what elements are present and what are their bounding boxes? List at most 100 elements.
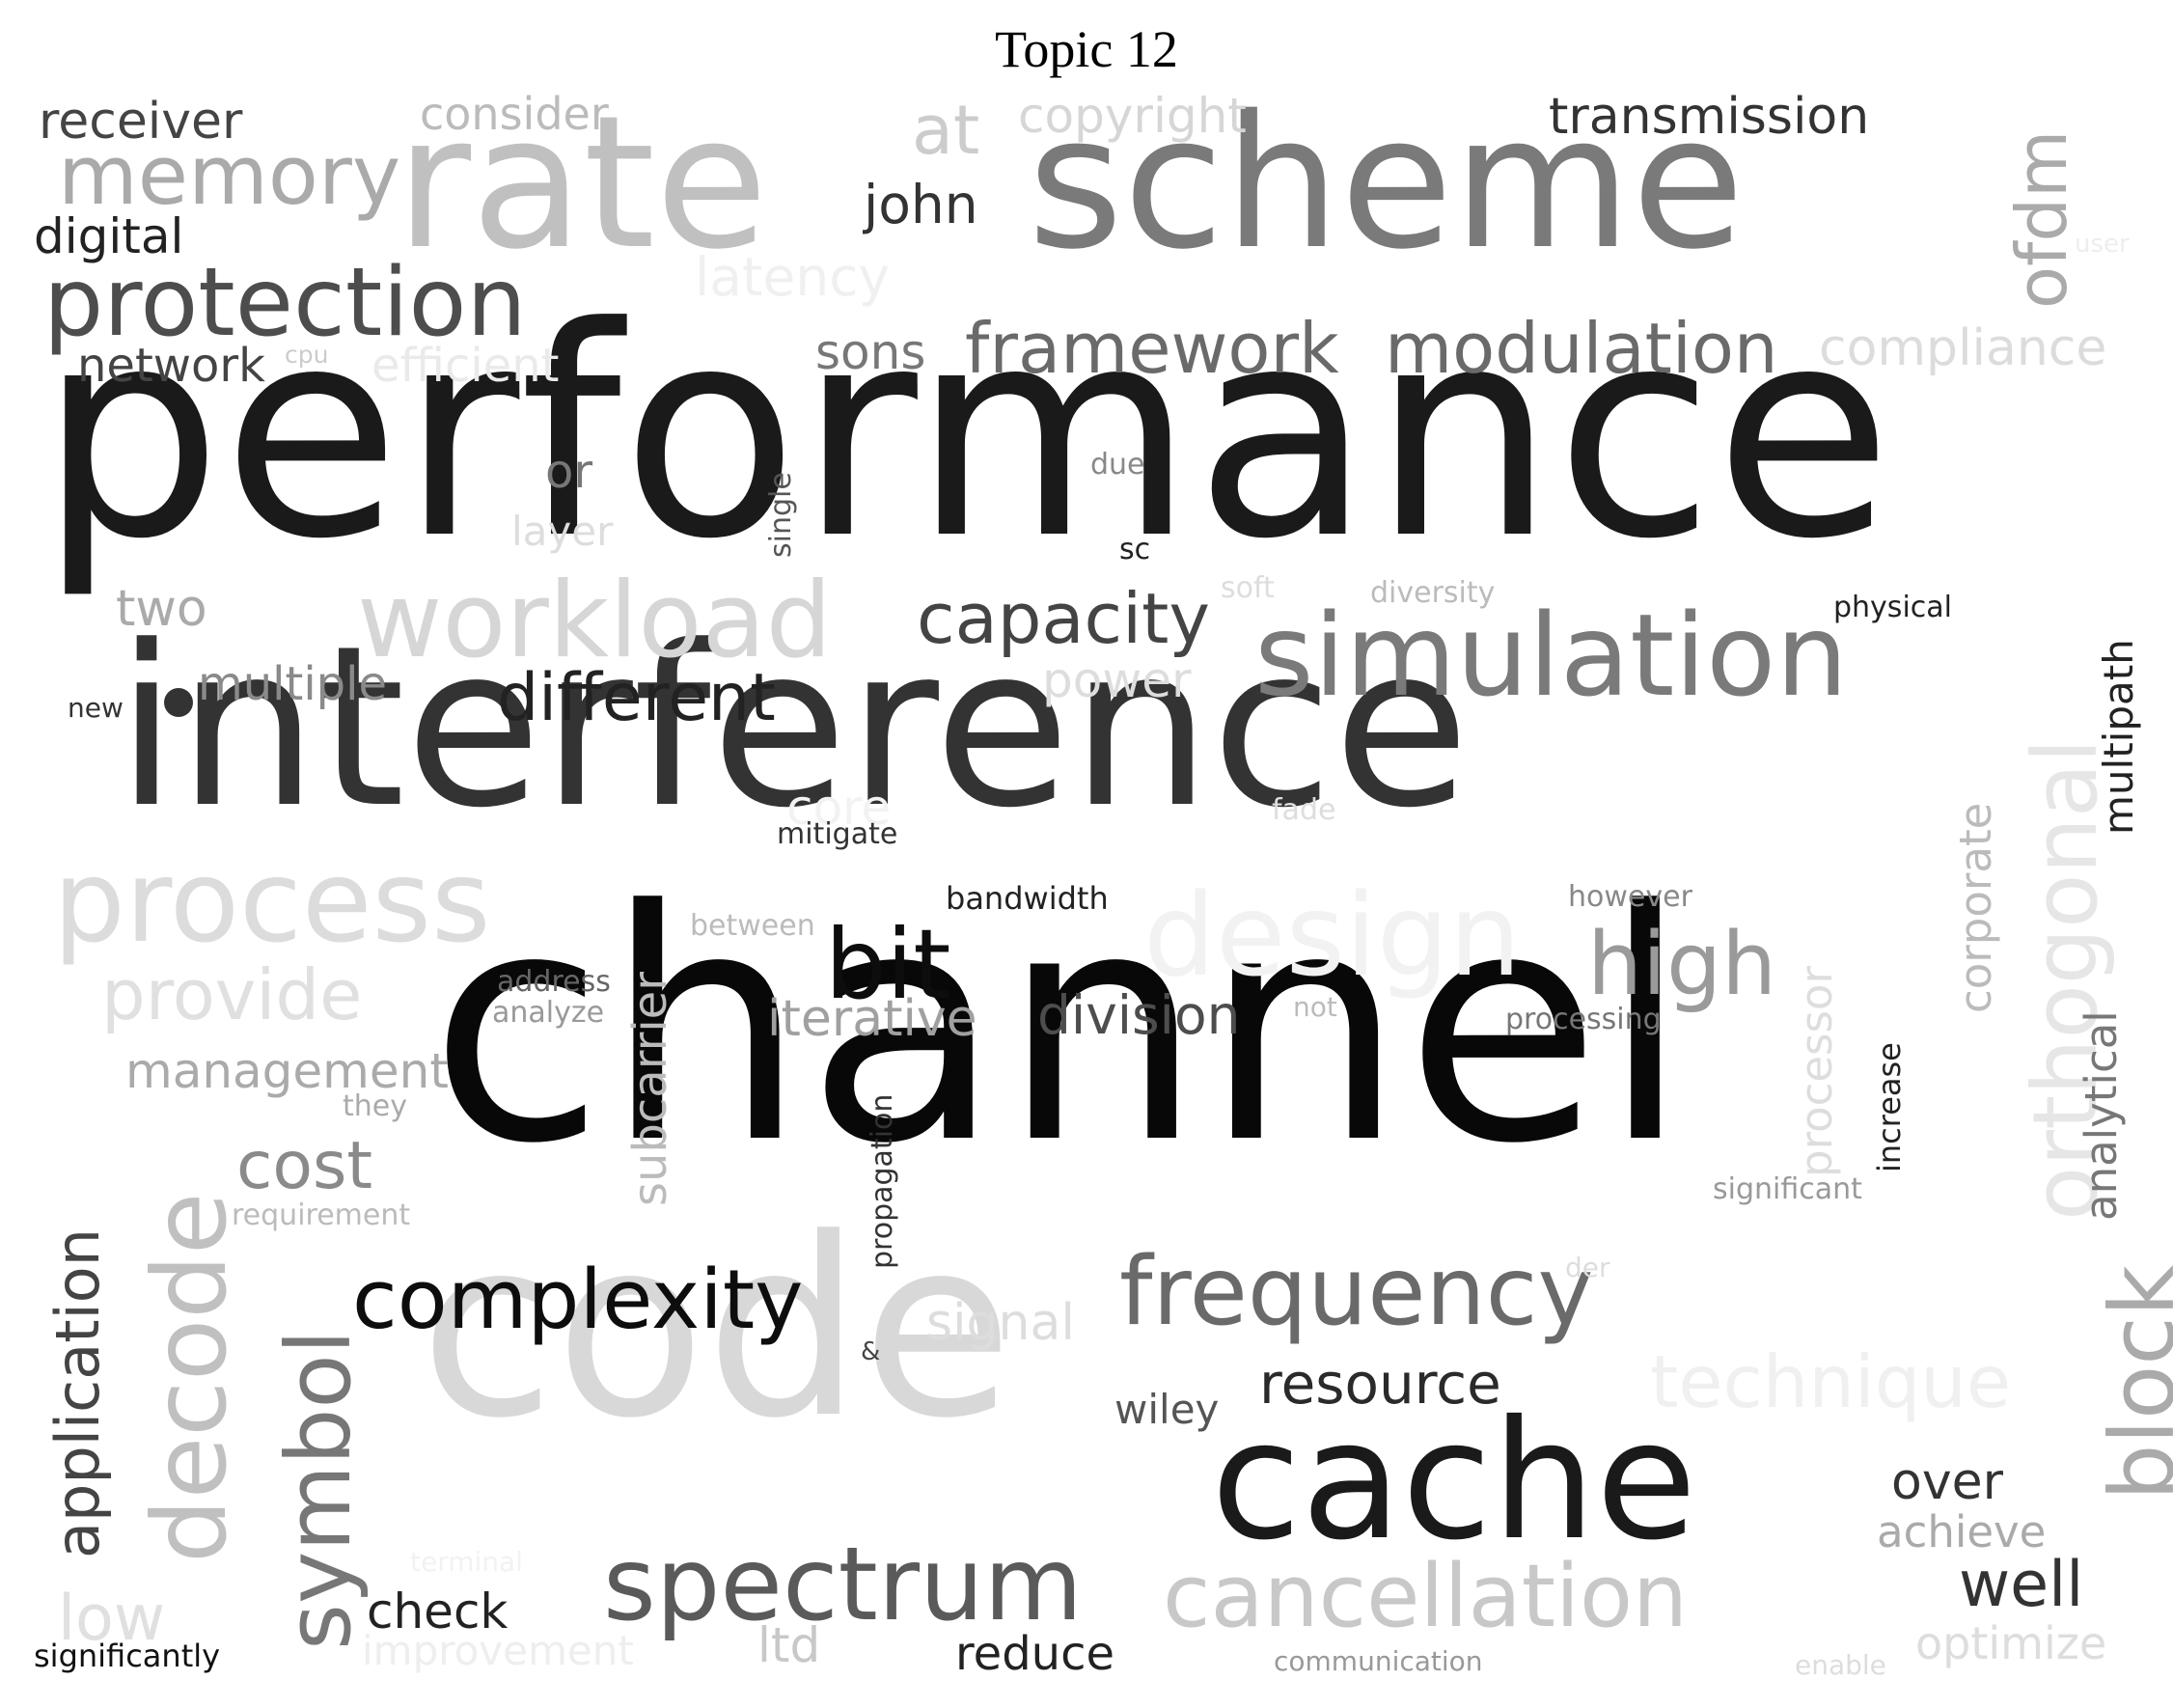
word-sc: sc	[1119, 533, 1151, 566]
word-cost: cost	[236, 1128, 373, 1204]
word-framework: framework	[965, 308, 1339, 389]
word-channel: channel	[429, 842, 1690, 1213]
word-latency: latency	[695, 246, 891, 308]
word-significant: significant	[1713, 1172, 1862, 1206]
word-however: however	[1568, 880, 1692, 914]
word-communication: communication	[1274, 1645, 1483, 1677]
word-cache: cache	[1211, 1386, 1697, 1577]
word-john: john	[864, 174, 978, 235]
word-process: process	[53, 835, 491, 968]
word-wiley: wiley	[1114, 1386, 1220, 1433]
word-ltd: ltd	[757, 1617, 821, 1673]
word-processor: processor	[1791, 966, 1842, 1177]
word-division: division	[1037, 984, 1241, 1046]
word-power: power	[1042, 652, 1192, 708]
word-or: or	[545, 445, 593, 499]
word-fade: fade	[1272, 793, 1336, 827]
word-network: network	[77, 339, 265, 393]
word-application: application	[42, 1228, 113, 1558]
word-bandwidth: bandwidth	[946, 880, 1109, 917]
word-management: management	[125, 1043, 449, 1099]
word-der: der	[1565, 1252, 1610, 1283]
word-consider: consider	[420, 88, 609, 140]
word-provide: provide	[101, 954, 363, 1035]
word-iterative: iterative	[767, 990, 977, 1048]
word-not: not	[1293, 991, 1337, 1023]
word-bit: bit	[825, 908, 951, 1021]
word-processing: processing	[1505, 1003, 1662, 1036]
word-improvement: improvement	[362, 1627, 634, 1674]
word-optimize: optimize	[1915, 1617, 2107, 1669]
word-multiple: multiple	[198, 657, 388, 711]
word-significantly: significantly	[34, 1638, 221, 1674]
word-different: different	[497, 660, 776, 736]
word-new: new	[68, 692, 124, 724]
word-frequency: frequency	[1119, 1237, 1594, 1347]
word-user: user	[2075, 230, 2130, 259]
word-performance: performance	[39, 265, 1893, 602]
word-analyze: analyze	[492, 996, 605, 1030]
word-modulation: modulation	[1385, 308, 1778, 389]
word-at: at	[912, 91, 980, 170]
word-code: code	[420, 1186, 1013, 1473]
word-symbol: symbol	[267, 1329, 371, 1650]
word-cancellation: cancellation	[1163, 1546, 1689, 1647]
word-signal: signal	[926, 1294, 1075, 1352]
word-ofdm: ofdm	[2001, 129, 2082, 309]
word-check: check	[367, 1584, 509, 1639]
word-high: high	[1587, 914, 1777, 1015]
word-layer: layer	[511, 508, 614, 555]
word-physical: physical	[1833, 591, 1952, 624]
word-they: they	[343, 1089, 407, 1123]
dot-mark	[164, 688, 193, 717]
word-increase: increase	[1871, 1042, 1908, 1172]
word-reduce: reduce	[955, 1627, 1115, 1681]
word-compliance: compliance	[1819, 319, 2107, 377]
word-two: two	[116, 580, 207, 638]
word-core: core	[786, 780, 892, 836]
word-analytical: analytical	[2076, 1010, 2127, 1221]
word-digital: digital	[34, 208, 184, 264]
word-receiver: receiver	[39, 93, 243, 151]
chart-title: Topic 12	[995, 20, 1178, 78]
word-block: block	[2091, 1264, 2173, 1501]
word-copyright: copyright	[1018, 88, 1247, 144]
word-workload: workload	[357, 561, 833, 681]
word-memory: memory	[58, 128, 401, 224]
word-between: between	[690, 909, 815, 943]
word-low: low	[58, 1583, 165, 1655]
word-subcarrier: subcarrier	[623, 972, 677, 1206]
word-scheme: scheme	[1028, 76, 1745, 289]
word-transmission: transmission	[1549, 88, 1870, 146]
word-multipath: multipath	[2095, 639, 2142, 835]
word-terminal: terminal	[410, 1546, 523, 1578]
word-and: &	[861, 1337, 881, 1366]
word-interference: interference	[116, 599, 1471, 857]
word-spectrum: spectrum	[603, 1526, 1083, 1643]
word-efficient: efficient	[371, 339, 560, 393]
word-single: single	[764, 472, 798, 558]
word-sons: sons	[815, 324, 926, 380]
word-address: address	[497, 965, 611, 999]
word-cpu: cpu	[285, 341, 329, 369]
word-resource: resource	[1259, 1351, 1501, 1417]
word-soft: soft	[1221, 571, 1275, 605]
word-capacity: capacity	[917, 578, 1210, 659]
word-decode: decode	[131, 1192, 249, 1563]
word-requirement: requirement	[232, 1198, 411, 1232]
word-technique: technique	[1650, 1339, 2011, 1424]
word-design: design	[1143, 868, 1522, 1002]
word-complexity: complexity	[352, 1253, 804, 1348]
word-simulation: simulation	[1254, 589, 1849, 722]
word-rate: rate	[396, 76, 768, 289]
word-enable: enable	[1795, 1649, 1886, 1681]
word-well: well	[1959, 1549, 2084, 1621]
word-achieve: achieve	[1877, 1506, 2047, 1557]
word-due: due	[1090, 448, 1145, 482]
word-protection: protection	[43, 248, 527, 358]
word-diversity: diversity	[1370, 576, 1496, 610]
word-corporate: corporate	[1950, 802, 2001, 1013]
word-propagation: propagation	[866, 1093, 899, 1269]
word-over: over	[1891, 1453, 2003, 1511]
